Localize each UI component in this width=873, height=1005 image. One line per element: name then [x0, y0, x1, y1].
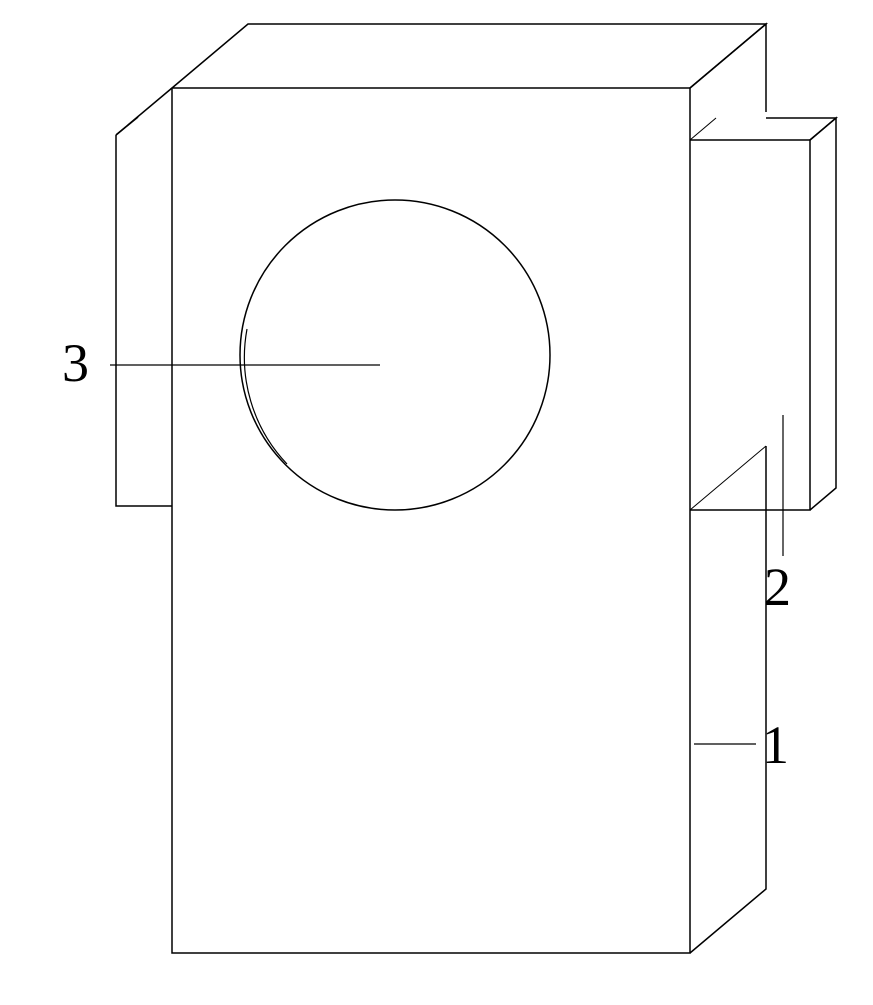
main-body-right-lower-edge [690, 446, 766, 510]
label-3: 3 [62, 332, 89, 394]
right-wing-right-side [810, 118, 836, 510]
technical-diagram: 3 2 1 [0, 0, 873, 1000]
main-body-right-upper [690, 24, 766, 112]
right-wing-top-inner [690, 118, 716, 140]
main-body-front [172, 88, 690, 953]
label-2: 2 [764, 556, 791, 618]
main-body-right-side [690, 446, 766, 953]
main-body-top [172, 24, 766, 88]
right-wing-top [766, 118, 836, 140]
left-wing-top-back [116, 117, 138, 135]
left-wing-front [116, 135, 172, 506]
drawing-svg [0, 0, 873, 1000]
right-wing-front [690, 140, 810, 510]
label-1: 1 [762, 714, 789, 776]
hole-depth-arc [244, 329, 287, 464]
